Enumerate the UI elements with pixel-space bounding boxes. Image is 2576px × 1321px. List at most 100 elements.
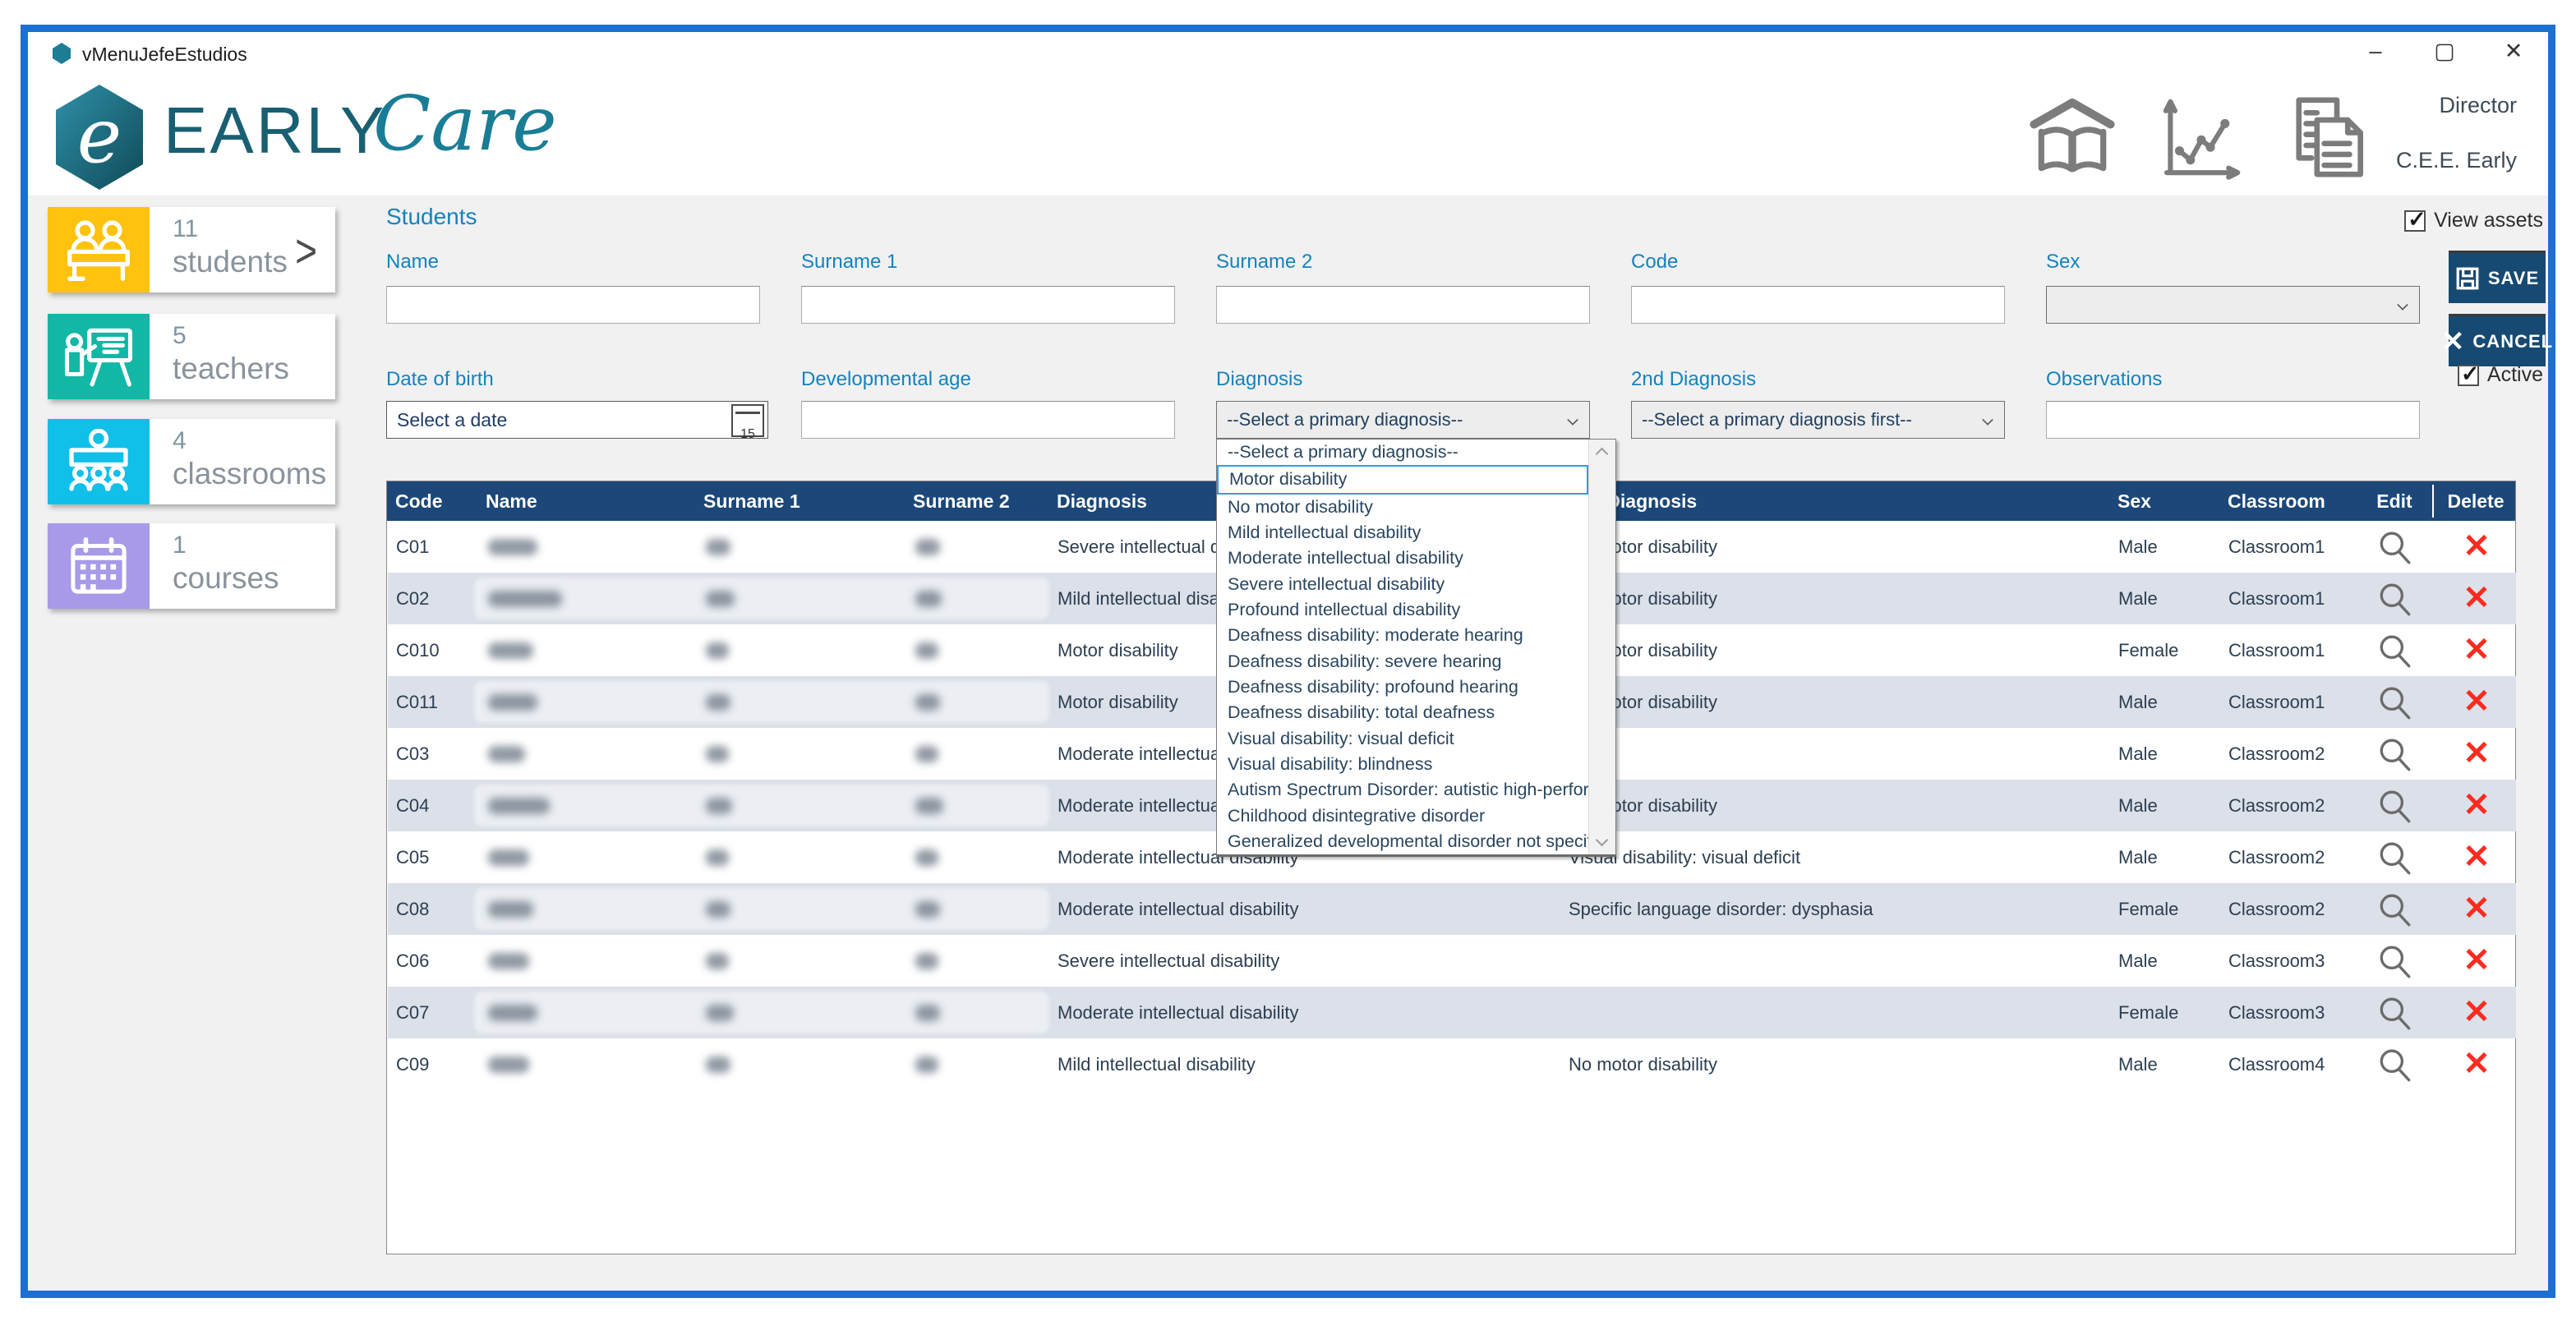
edit-row-button[interactable] bbox=[2356, 676, 2435, 728]
checkbox-box[interactable]: ✓ bbox=[2457, 361, 2480, 386]
dropdown-option[interactable]: Visual disability: visual deficit bbox=[1228, 728, 1454, 748]
sidebar-item-classrooms[interactable]: 4 classrooms bbox=[48, 419, 335, 504]
active-checkbox[interactable]: ✓ Active bbox=[2457, 361, 2543, 387]
diagnosis-label: Diagnosis bbox=[1216, 368, 1303, 390]
calendar-picker-icon[interactable]: 15 bbox=[731, 404, 764, 441]
developmental-age-input[interactable] bbox=[801, 401, 1175, 439]
edit-row-button[interactable] bbox=[2356, 831, 2435, 883]
name-label: Name bbox=[386, 251, 440, 273]
scroll-up-icon[interactable] bbox=[1595, 447, 1609, 461]
delete-row-button[interactable]: ✕ bbox=[2437, 935, 2516, 987]
cancel-button[interactable]: ✕ CANCEL bbox=[2441, 314, 2552, 366]
statistics-chart-icon[interactable] bbox=[2155, 94, 2247, 180]
dropdown-scrollbar[interactable] bbox=[1588, 440, 1615, 854]
cell-classroom: Classroom2 bbox=[2228, 795, 2325, 816]
scroll-down-icon[interactable] bbox=[1595, 833, 1609, 847]
delete-row-button[interactable]: ✕ bbox=[2437, 831, 2516, 883]
delete-row-button[interactable]: ✕ bbox=[2437, 883, 2516, 935]
edit-row-button[interactable] bbox=[2356, 883, 2435, 935]
dropdown-option[interactable]: --Select a primary diagnosis-- bbox=[1228, 442, 1459, 463]
delete-row-button[interactable]: ✕ bbox=[2437, 573, 2516, 624]
delete-row-button[interactable]: ✕ bbox=[2437, 728, 2516, 780]
surname2-label: Surname 2 bbox=[1216, 251, 1313, 273]
edit-magnifier-icon bbox=[2380, 1049, 2411, 1082]
dropdown-option[interactable]: Profound intellectual disability bbox=[1228, 600, 1461, 620]
blurred-name bbox=[488, 539, 537, 555]
table-row[interactable]: C010 Motor disability No motor disability F… bbox=[388, 624, 2516, 676]
dropdown-option[interactable]: Generalized developmental disorder not s… bbox=[1228, 831, 1588, 851]
minimize-button[interactable]: – bbox=[2369, 39, 2382, 63]
edit-row-button[interactable] bbox=[2356, 728, 2435, 780]
edit-row-button[interactable] bbox=[2356, 780, 2435, 831]
dropdown-option[interactable]: Deafness disability: moderate hearing bbox=[1228, 625, 1523, 646]
delete-x-icon: ✕ bbox=[2463, 787, 2491, 823]
edit-row-button[interactable] bbox=[2356, 521, 2435, 573]
dropdown-option[interactable]: Mild intellectual disability bbox=[1228, 522, 1422, 543]
surname2-input[interactable] bbox=[1216, 286, 1590, 324]
edit-row-button[interactable] bbox=[2356, 1038, 2435, 1090]
table-row[interactable]: C09 Mild intellectual disability No motor … bbox=[388, 1038, 2516, 1090]
dropdown-option[interactable]: Deafness disability: severe hearing bbox=[1228, 651, 1502, 671]
cell-sex: Female bbox=[2118, 899, 2179, 919]
column-header-surname2: Surname 2 bbox=[913, 490, 1010, 512]
surname1-input[interactable] bbox=[801, 286, 1175, 324]
delete-x-icon: ✕ bbox=[2463, 942, 2491, 978]
teachers-label: teachers bbox=[173, 352, 289, 385]
school-library-icon[interactable] bbox=[2026, 95, 2118, 179]
delete-row-button[interactable]: ✕ bbox=[2437, 1038, 2516, 1090]
edit-row-button[interactable] bbox=[2356, 935, 2435, 987]
table-row[interactable]: C06 Severe intellectual disability Male Cla… bbox=[388, 935, 2516, 987]
dropdown-option[interactable]: Severe intellectual disability bbox=[1228, 573, 1445, 594]
view-assets-checkbox[interactable]: ✓ View assets bbox=[2404, 207, 2543, 232]
observations-input[interactable] bbox=[2046, 401, 2420, 439]
dropdown-option[interactable]: Deafness disability: total deafness bbox=[1228, 702, 1495, 723]
column-header-code: Code bbox=[395, 490, 443, 512]
dropdown-option[interactable]: Motor disability bbox=[1217, 465, 1588, 495]
cell-diagnosis: Motor disability bbox=[1058, 640, 1178, 660]
checkbox-box[interactable]: ✓ bbox=[2404, 207, 2426, 232]
date-of-birth-input[interactable]: Select a date 15 bbox=[386, 401, 768, 441]
blurred-surname1 bbox=[706, 746, 729, 762]
chevron-down-icon bbox=[1982, 414, 1993, 426]
table-row[interactable]: C08 Moderate intellectual disability Speci… bbox=[388, 883, 2516, 935]
table-row[interactable]: C05 Moderate intellectual disability Visua… bbox=[388, 831, 2516, 883]
blurred-name bbox=[488, 798, 550, 814]
table-row[interactable]: C07 Moderate intellectual disability Femal… bbox=[388, 987, 2516, 1038]
dropdown-option[interactable]: Childhood disintegrative disorder bbox=[1228, 805, 1486, 826]
sidebar-item-courses[interactable]: 1 courses bbox=[48, 523, 335, 609]
delete-row-button[interactable]: ✕ bbox=[2437, 987, 2516, 1038]
diagnosis-select[interactable]: --Select a primary diagnosis-- bbox=[1216, 401, 1590, 439]
cell-classroom: Classroom2 bbox=[2228, 743, 2325, 764]
delete-row-button[interactable]: ✕ bbox=[2437, 521, 2516, 573]
save-button[interactable]: SAVE bbox=[2449, 251, 2546, 303]
sidebar-item-students[interactable]: 11 students > bbox=[48, 207, 335, 292]
maximize-button[interactable]: ▢ bbox=[2434, 39, 2455, 63]
blurred-surname1 bbox=[706, 901, 730, 918]
edit-row-button[interactable] bbox=[2356, 624, 2435, 676]
dropdown-option[interactable]: Moderate intellectual disability bbox=[1228, 548, 1463, 568]
dropdown-option[interactable]: Autism Spectrum Disorder: autistic high-… bbox=[1228, 780, 1588, 800]
delete-row-button[interactable]: ✕ bbox=[2437, 676, 2516, 728]
sex-select[interactable] bbox=[2046, 286, 2420, 324]
teachers-count: 5 bbox=[173, 322, 187, 349]
edit-row-button[interactable] bbox=[2356, 987, 2435, 1038]
name-input[interactable] bbox=[386, 286, 760, 324]
blurred-surname1 bbox=[706, 1056, 730, 1073]
code-input[interactable] bbox=[1631, 286, 2005, 324]
dropdown-option[interactable]: Visual disability: blindness bbox=[1228, 753, 1433, 774]
cell-sex: Male bbox=[2118, 588, 2158, 609]
classrooms-color-block bbox=[48, 419, 150, 504]
sidebar-item-teachers[interactable]: 5 teachers bbox=[48, 314, 335, 399]
dropdown-option[interactable]: Deafness disability: profound hearing bbox=[1228, 676, 1518, 697]
second-diagnosis-label: 2nd Diagnosis bbox=[1631, 368, 1757, 390]
dropdown-option[interactable]: No motor disability bbox=[1228, 496, 1373, 517]
blurred-surname2 bbox=[915, 1005, 940, 1021]
delete-row-button[interactable]: ✕ bbox=[2437, 780, 2516, 831]
delete-row-button[interactable]: ✕ bbox=[2437, 624, 2516, 676]
reports-documents-icon[interactable] bbox=[2284, 93, 2371, 182]
expand-arrow-icon[interactable]: > bbox=[295, 223, 317, 278]
second-diagnosis-select[interactable]: --Select a primary diagnosis first-- bbox=[1631, 401, 2005, 439]
edit-row-button[interactable] bbox=[2356, 573, 2435, 624]
close-button[interactable]: ✕ bbox=[2504, 39, 2523, 63]
edit-magnifier-icon bbox=[2380, 583, 2411, 616]
